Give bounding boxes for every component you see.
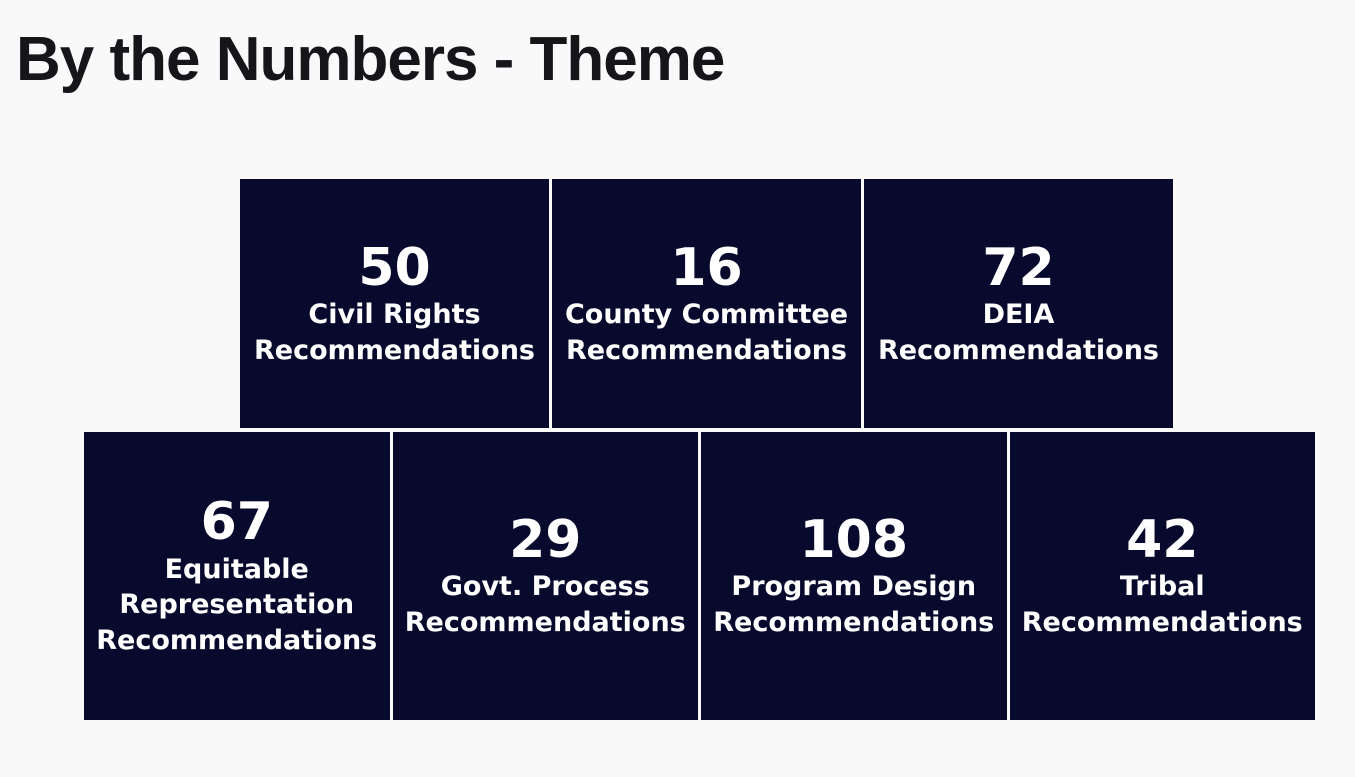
stat-box-govt-process: 29 Govt. Process Recommendations: [392, 432, 698, 720]
page-title: By the Numbers - Theme: [16, 25, 725, 94]
stat-box-deia: 72 DEIA Recommendations: [864, 179, 1173, 428]
stat-value-county-committee: 16: [670, 237, 743, 298]
stat-label-tribal: Tribal Recommendations: [1021, 571, 1303, 639]
stat-box-program-design: 108 Program Design Recommendations: [701, 432, 1007, 720]
stat-value-govt-process: 29: [509, 510, 582, 571]
stat-label-equitable-representation: Equitable Representation Recommendations: [96, 553, 378, 656]
stat-box-county-committee: 16 County Committee Recommendations: [552, 179, 861, 428]
stat-label-civil-rights: Civil Rights Recommendations: [253, 298, 535, 366]
stat-label-program-design: Program Design Recommendations: [713, 571, 995, 639]
stat-label-govt-process: Govt. Process Recommendations: [404, 571, 686, 639]
stat-value-deia: 72: [982, 237, 1055, 298]
stat-box-tribal: 42 Tribal Recommendations: [1009, 432, 1315, 720]
stat-value-tribal: 42: [1126, 510, 1199, 571]
stat-row-bottom: 67 Equitable Representation Recommendati…: [84, 432, 1315, 720]
stat-value-equitable-representation: 67: [200, 492, 273, 553]
stat-box-civil-rights: 50 Civil Rights Recommendations: [240, 179, 549, 428]
stat-value-civil-rights: 50: [358, 237, 431, 298]
stat-label-county-committee: County Committee Recommendations: [564, 298, 849, 366]
stat-value-program-design: 108: [799, 510, 909, 571]
stat-label-deia: DEIA Recommendations: [877, 298, 1159, 366]
stat-row-top: 50 Civil Rights Recommendations 16 Count…: [240, 179, 1173, 428]
stat-box-equitable-representation: 67 Equitable Representation Recommendati…: [84, 432, 390, 720]
